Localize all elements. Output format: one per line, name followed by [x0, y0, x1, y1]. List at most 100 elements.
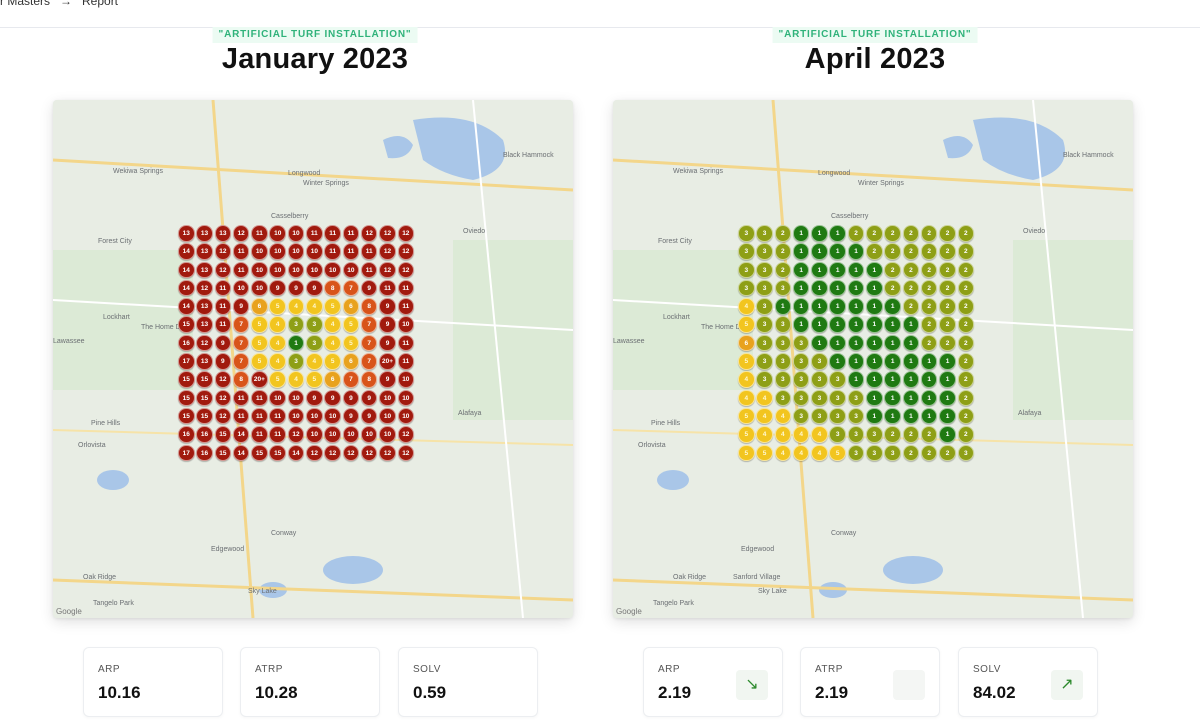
rank-pin[interactable]: 7 — [232, 334, 250, 352]
rank-pin[interactable]: 5 — [324, 353, 341, 370]
rank-pin[interactable]: 13 — [214, 225, 232, 242]
rank-pin[interactable]: 3 — [774, 279, 792, 297]
rank-pin[interactable]: 7 — [232, 316, 250, 333]
rank-pin[interactable]: 7 — [360, 353, 378, 370]
rank-pin[interactable]: 1 — [902, 407, 920, 425]
rank-pin[interactable]: 1 — [792, 316, 810, 333]
rank-pin[interactable]: 1 — [774, 298, 792, 315]
rank-pin[interactable]: 11 — [342, 225, 360, 242]
rank-pin[interactable]: 3 — [847, 389, 865, 407]
rank-pin[interactable]: 3 — [866, 444, 883, 462]
rank-pin[interactable]: 4 — [756, 426, 773, 443]
rank-pin[interactable]: 4 — [324, 316, 341, 333]
rank-pin[interactable]: 4 — [774, 444, 792, 462]
rank-pin[interactable]: 9 — [379, 334, 396, 352]
rank-pin[interactable]: 1 — [829, 261, 846, 279]
rank-pin[interactable]: 1 — [792, 243, 810, 260]
rank-pin[interactable]: 7 — [360, 316, 378, 333]
rank-pin[interactable]: 10 — [306, 426, 323, 443]
rank-pin[interactable]: 2 — [774, 261, 792, 279]
rank-pin[interactable]: 1 — [847, 279, 865, 297]
rank-pin[interactable]: 7 — [232, 353, 250, 370]
rank-pin[interactable]: 3 — [306, 316, 323, 333]
rank-pin[interactable]: 1 — [920, 371, 938, 388]
rank-pin[interactable]: 16 — [178, 334, 195, 352]
rank-pin[interactable]: 2 — [884, 261, 901, 279]
rank-pin[interactable]: 3 — [756, 279, 773, 297]
rank-pin[interactable]: 10 — [397, 316, 415, 333]
rank-pin[interactable]: 14 — [178, 279, 195, 297]
rank-pin[interactable]: 14 — [232, 444, 250, 462]
rank-pin[interactable]: 4 — [269, 353, 286, 370]
rank-pin[interactable]: 5 — [738, 353, 755, 370]
rank-pin[interactable]: 4 — [756, 407, 773, 425]
rank-pin[interactable]: 1 — [884, 407, 901, 425]
rank-pin[interactable]: 10 — [306, 243, 323, 260]
rank-pin[interactable]: 3 — [756, 261, 773, 279]
rank-pin[interactable]: 10 — [269, 243, 286, 260]
rank-pin[interactable]: 1 — [939, 389, 956, 407]
rank-pin[interactable]: 1 — [847, 261, 865, 279]
rank-pin[interactable]: 11 — [306, 225, 323, 242]
rank-pin[interactable]: 11 — [214, 279, 232, 297]
rank-pin[interactable]: 11 — [269, 407, 286, 425]
rank-pin[interactable]: 2 — [939, 225, 956, 242]
rank-pin[interactable]: 9 — [379, 316, 396, 333]
rank-pin[interactable]: 14 — [178, 243, 195, 260]
rank-pin[interactable]: 5 — [251, 353, 268, 370]
rank-pin[interactable]: 2 — [939, 279, 956, 297]
rank-pin[interactable]: 4 — [324, 334, 341, 352]
rank-pin[interactable]: 1 — [811, 243, 828, 260]
rank-pin[interactable]: 10 — [324, 407, 341, 425]
rank-pin[interactable]: 12 — [360, 225, 378, 242]
rank-pin[interactable]: 15 — [196, 371, 213, 388]
rank-pin[interactable]: 1 — [811, 316, 828, 333]
rank-pin[interactable]: 1 — [811, 279, 828, 297]
rank-pin[interactable]: 9 — [306, 279, 323, 297]
rank-pin[interactable]: 1 — [920, 407, 938, 425]
rank-pin[interactable]: 10 — [360, 426, 378, 443]
rank-pin[interactable]: 11 — [324, 225, 341, 242]
rank-pin[interactable]: 11 — [214, 298, 232, 315]
rank-pin[interactable]: 1 — [866, 279, 883, 297]
rank-pin[interactable]: 3 — [792, 371, 810, 388]
rank-pin[interactable]: 5 — [342, 334, 360, 352]
rank-pin[interactable]: 2 — [866, 243, 883, 260]
rank-pin[interactable]: 2 — [957, 261, 975, 279]
rank-pin[interactable]: 20+ — [251, 371, 268, 388]
rank-pin[interactable]: 2 — [920, 279, 938, 297]
rank-pin[interactable]: 12 — [379, 225, 396, 242]
rank-pin[interactable]: 2 — [902, 426, 920, 443]
rank-pin[interactable]: 6 — [738, 334, 755, 352]
ranking-map[interactable]: Wekiwa Springs Longwood Winter Springs B… — [53, 100, 573, 618]
rank-pin[interactable]: 1 — [939, 426, 956, 443]
rank-pin[interactable]: 3 — [792, 389, 810, 407]
rank-pin[interactable]: 3 — [811, 353, 828, 370]
rank-pin[interactable]: 4 — [774, 407, 792, 425]
rank-pin[interactable]: 2 — [920, 426, 938, 443]
rank-pin[interactable]: 11 — [232, 407, 250, 425]
rank-pin[interactable]: 1 — [902, 316, 920, 333]
rank-pin[interactable]: 2 — [957, 225, 975, 242]
rank-pin[interactable]: 10 — [251, 261, 268, 279]
rank-pin[interactable]: 2 — [847, 225, 865, 242]
rank-pin[interactable]: 5 — [738, 426, 755, 443]
rank-pin[interactable]: 12 — [196, 279, 213, 297]
rank-pin[interactable]: 1 — [866, 334, 883, 352]
rank-pin[interactable]: 10 — [342, 426, 360, 443]
rank-pin[interactable]: 1 — [866, 407, 883, 425]
rank-pin[interactable]: 10 — [251, 243, 268, 260]
rank-pin[interactable]: 1 — [884, 353, 901, 370]
rank-pin[interactable]: 12 — [397, 225, 415, 242]
rank-pin[interactable]: 2 — [939, 334, 956, 352]
rank-pin[interactable]: 2 — [902, 279, 920, 297]
rank-pin[interactable]: 11 — [251, 225, 268, 242]
breadcrumb-parent[interactable]: r Masters — [0, 0, 51, 8]
rank-pin[interactable]: 15 — [251, 444, 268, 462]
rank-pin[interactable]: 10 — [269, 261, 286, 279]
rank-pin[interactable]: 12 — [397, 426, 415, 443]
rank-pin[interactable]: 13 — [178, 225, 195, 242]
rank-pin[interactable]: 3 — [792, 407, 810, 425]
rank-pin[interactable]: 6 — [342, 298, 360, 315]
rank-pin[interactable]: 10 — [324, 426, 341, 443]
